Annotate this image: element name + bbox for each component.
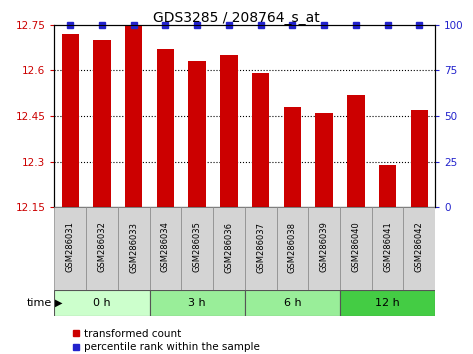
Bar	[308, 207, 340, 290]
Text: GSM286032: GSM286032	[97, 222, 106, 273]
Bar	[340, 290, 435, 316]
Bar	[61, 34, 79, 207]
Text: 0 h: 0 h	[93, 298, 111, 308]
Text: 6 h: 6 h	[283, 298, 301, 308]
Bar	[86, 207, 118, 290]
Text: GSM286041: GSM286041	[383, 222, 392, 272]
Bar	[220, 55, 237, 207]
Text: GSM286031: GSM286031	[66, 222, 75, 273]
Bar	[118, 207, 149, 290]
Bar	[347, 95, 365, 207]
Bar	[245, 207, 277, 290]
Bar	[340, 207, 372, 290]
Bar	[54, 290, 149, 316]
Bar	[252, 73, 269, 207]
Text: GSM286033: GSM286033	[129, 222, 138, 273]
Bar	[125, 25, 142, 207]
Bar	[149, 207, 181, 290]
Text: time: time	[27, 298, 52, 308]
Bar	[149, 290, 245, 316]
Text: GSM286039: GSM286039	[320, 222, 329, 273]
Text: GDS3285 / 208764_s_at: GDS3285 / 208764_s_at	[153, 11, 320, 25]
Text: GSM286035: GSM286035	[193, 222, 201, 273]
Text: GSM286040: GSM286040	[351, 222, 360, 272]
Text: GSM286036: GSM286036	[224, 222, 233, 273]
Text: GSM286042: GSM286042	[415, 222, 424, 272]
Legend: transformed count, percentile rank within the sample: transformed count, percentile rank withi…	[69, 325, 263, 354]
Text: 3 h: 3 h	[188, 298, 206, 308]
Bar	[372, 207, 403, 290]
Bar	[315, 113, 333, 207]
Bar	[277, 207, 308, 290]
Text: 12 h: 12 h	[375, 298, 400, 308]
Text: ▶: ▶	[55, 298, 63, 308]
Bar	[379, 165, 396, 207]
Bar	[93, 40, 111, 207]
Text: GSM286037: GSM286037	[256, 222, 265, 273]
Text: GSM286034: GSM286034	[161, 222, 170, 273]
Bar	[188, 61, 206, 207]
Bar	[54, 207, 86, 290]
Bar	[181, 207, 213, 290]
Bar	[284, 107, 301, 207]
Bar	[245, 290, 340, 316]
Bar	[411, 110, 428, 207]
Text: GSM286038: GSM286038	[288, 222, 297, 273]
Bar	[403, 207, 435, 290]
Bar	[213, 207, 245, 290]
Bar	[157, 49, 174, 207]
